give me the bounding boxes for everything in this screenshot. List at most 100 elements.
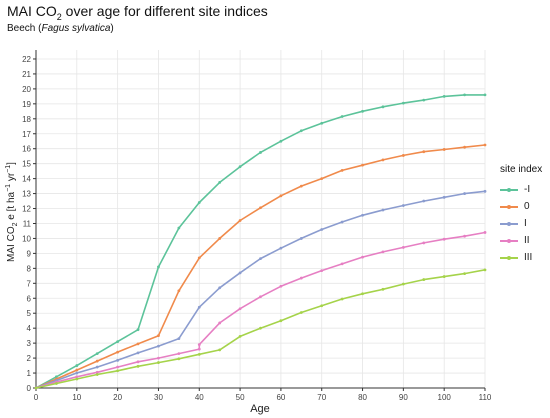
- data-point: [218, 180, 222, 184]
- data-point: [463, 192, 466, 195]
- data-point: [299, 276, 303, 280]
- legend-key: [500, 253, 518, 263]
- data-point: [55, 382, 58, 385]
- series-lines: [34, 93, 487, 390]
- data-point: [463, 234, 466, 238]
- data-point: [381, 105, 385, 109]
- data-point: [320, 121, 324, 125]
- data-point: [259, 206, 262, 210]
- y-tick-label: 8: [27, 264, 32, 273]
- y-tick-label: 0: [27, 384, 32, 393]
- data-point: [483, 93, 487, 97]
- data-point: [218, 321, 222, 325]
- data-point: [442, 237, 446, 241]
- y-tick-label: 12: [22, 205, 31, 214]
- data-point: [320, 177, 324, 181]
- data-point: [157, 344, 160, 348]
- data-point: [483, 231, 487, 234]
- data-point: [238, 335, 242, 338]
- data-point: [299, 184, 303, 188]
- legend-label: I: [524, 218, 527, 229]
- data-point: [422, 98, 426, 102]
- data-point: [197, 305, 201, 309]
- series-1: [34, 93, 487, 390]
- legend-label: II: [524, 235, 530, 246]
- series-4: [34, 231, 487, 390]
- data-point: [197, 347, 201, 351]
- data-point: [197, 343, 201, 347]
- data-point: [340, 220, 344, 224]
- y-tick-label: 13: [22, 190, 31, 199]
- data-point: [218, 286, 222, 290]
- legend-key: [500, 202, 518, 212]
- legend-title: site index: [500, 164, 543, 175]
- legend-item-ii: II: [500, 232, 542, 249]
- y-tick-label: 5: [27, 309, 32, 318]
- x-axis-label: Age: [250, 403, 270, 415]
- x-tick-label: 70: [317, 393, 326, 402]
- y-tick-label: 15: [22, 160, 31, 169]
- x-tick-label: 100: [438, 393, 452, 402]
- data-point: [361, 292, 364, 296]
- y-tick-label: 22: [22, 55, 31, 64]
- legend-item-0: 0: [500, 198, 542, 215]
- data-point: [95, 352, 99, 356]
- data-point: [422, 150, 426, 154]
- data-point: [238, 307, 242, 311]
- data-point: [136, 342, 140, 346]
- x-tick-label: 80: [358, 393, 367, 402]
- data-point: [197, 201, 201, 204]
- data-point: [75, 368, 79, 372]
- series-line: [35, 231, 486, 389]
- data-point: [116, 358, 120, 362]
- data-point: [218, 348, 222, 352]
- data-point: [177, 337, 181, 341]
- y-axis-label: MAI CO2 e [t ha−1 yr−1]: [5, 162, 19, 262]
- data-point: [401, 101, 405, 105]
- data-point: [197, 352, 201, 356]
- data-point: [381, 158, 385, 162]
- data-point: [340, 297, 344, 301]
- legend-item-minus-i: -I: [500, 181, 542, 198]
- axes: [33, 50, 486, 391]
- data-point: [442, 94, 446, 98]
- data-point: [279, 246, 283, 250]
- data-point: [401, 246, 405, 249]
- data-point: [401, 204, 405, 207]
- data-point: [218, 237, 222, 240]
- series-5: [34, 268, 487, 390]
- data-point: [442, 195, 446, 199]
- data-point: [95, 370, 99, 374]
- y-tick-label: 18: [22, 115, 31, 124]
- x-tick-label: 10: [72, 393, 81, 402]
- data-point: [279, 194, 283, 198]
- y-tick-label: 2: [27, 354, 32, 363]
- data-point: [320, 269, 324, 272]
- data-point: [95, 373, 99, 376]
- chart-subtitle: Beech (Fagus sylvatica): [7, 23, 114, 34]
- y-tick-label: 9: [27, 249, 32, 258]
- x-tick-label: 90: [399, 393, 408, 402]
- data-point: [238, 165, 242, 169]
- data-point: [116, 369, 120, 373]
- data-point: [259, 257, 262, 261]
- data-point: [320, 228, 324, 231]
- y-tick-label: 4: [27, 324, 32, 333]
- y-tick-label: 21: [22, 70, 31, 79]
- data-point: [177, 226, 181, 230]
- series-line: [35, 144, 486, 389]
- x-tick-label: 40: [195, 393, 204, 402]
- y-tick-label: 3: [27, 339, 32, 348]
- data-point: [401, 154, 405, 157]
- data-point: [136, 328, 140, 332]
- data-point: [177, 357, 181, 361]
- data-point: [259, 326, 262, 330]
- data-point: [299, 311, 303, 314]
- data-point: [381, 287, 385, 291]
- data-point: [442, 148, 446, 151]
- data-point: [299, 129, 303, 133]
- data-point: [75, 364, 79, 367]
- data-point: [340, 115, 344, 118]
- data-point: [279, 319, 283, 323]
